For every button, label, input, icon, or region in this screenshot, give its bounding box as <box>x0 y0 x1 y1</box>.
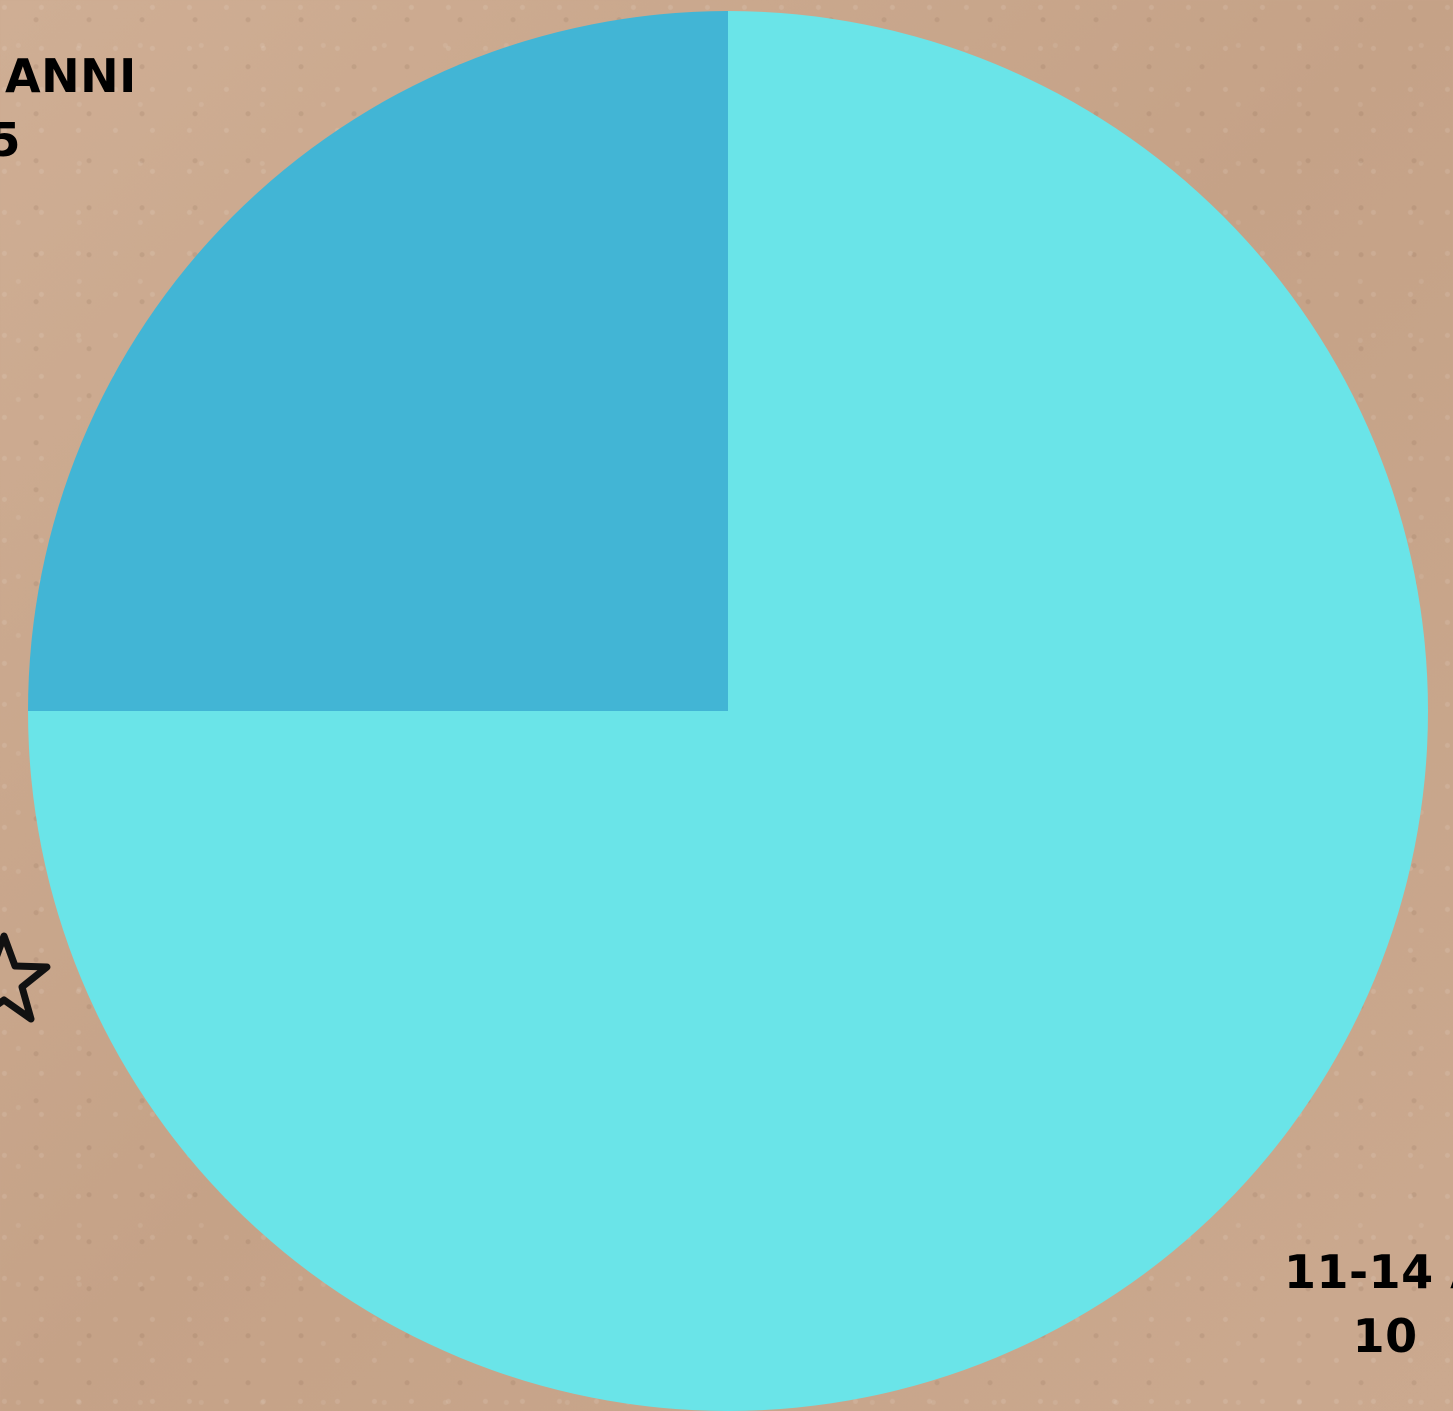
slice-label-small-name: 8 ANNI <box>0 49 137 103</box>
slice-label-large: 11-14 A 10 <box>1284 1240 1453 1368</box>
slice-label-large-value: 10 <box>1352 1309 1418 1363</box>
slice-label-small-value: 35 <box>0 113 22 167</box>
pie-slice-1 <box>28 11 728 711</box>
slice-label-large-name: 11-14 A <box>1284 1245 1453 1299</box>
slice-label-small: 8 ANNI 35 <box>0 44 137 172</box>
star-icon <box>0 932 51 1023</box>
